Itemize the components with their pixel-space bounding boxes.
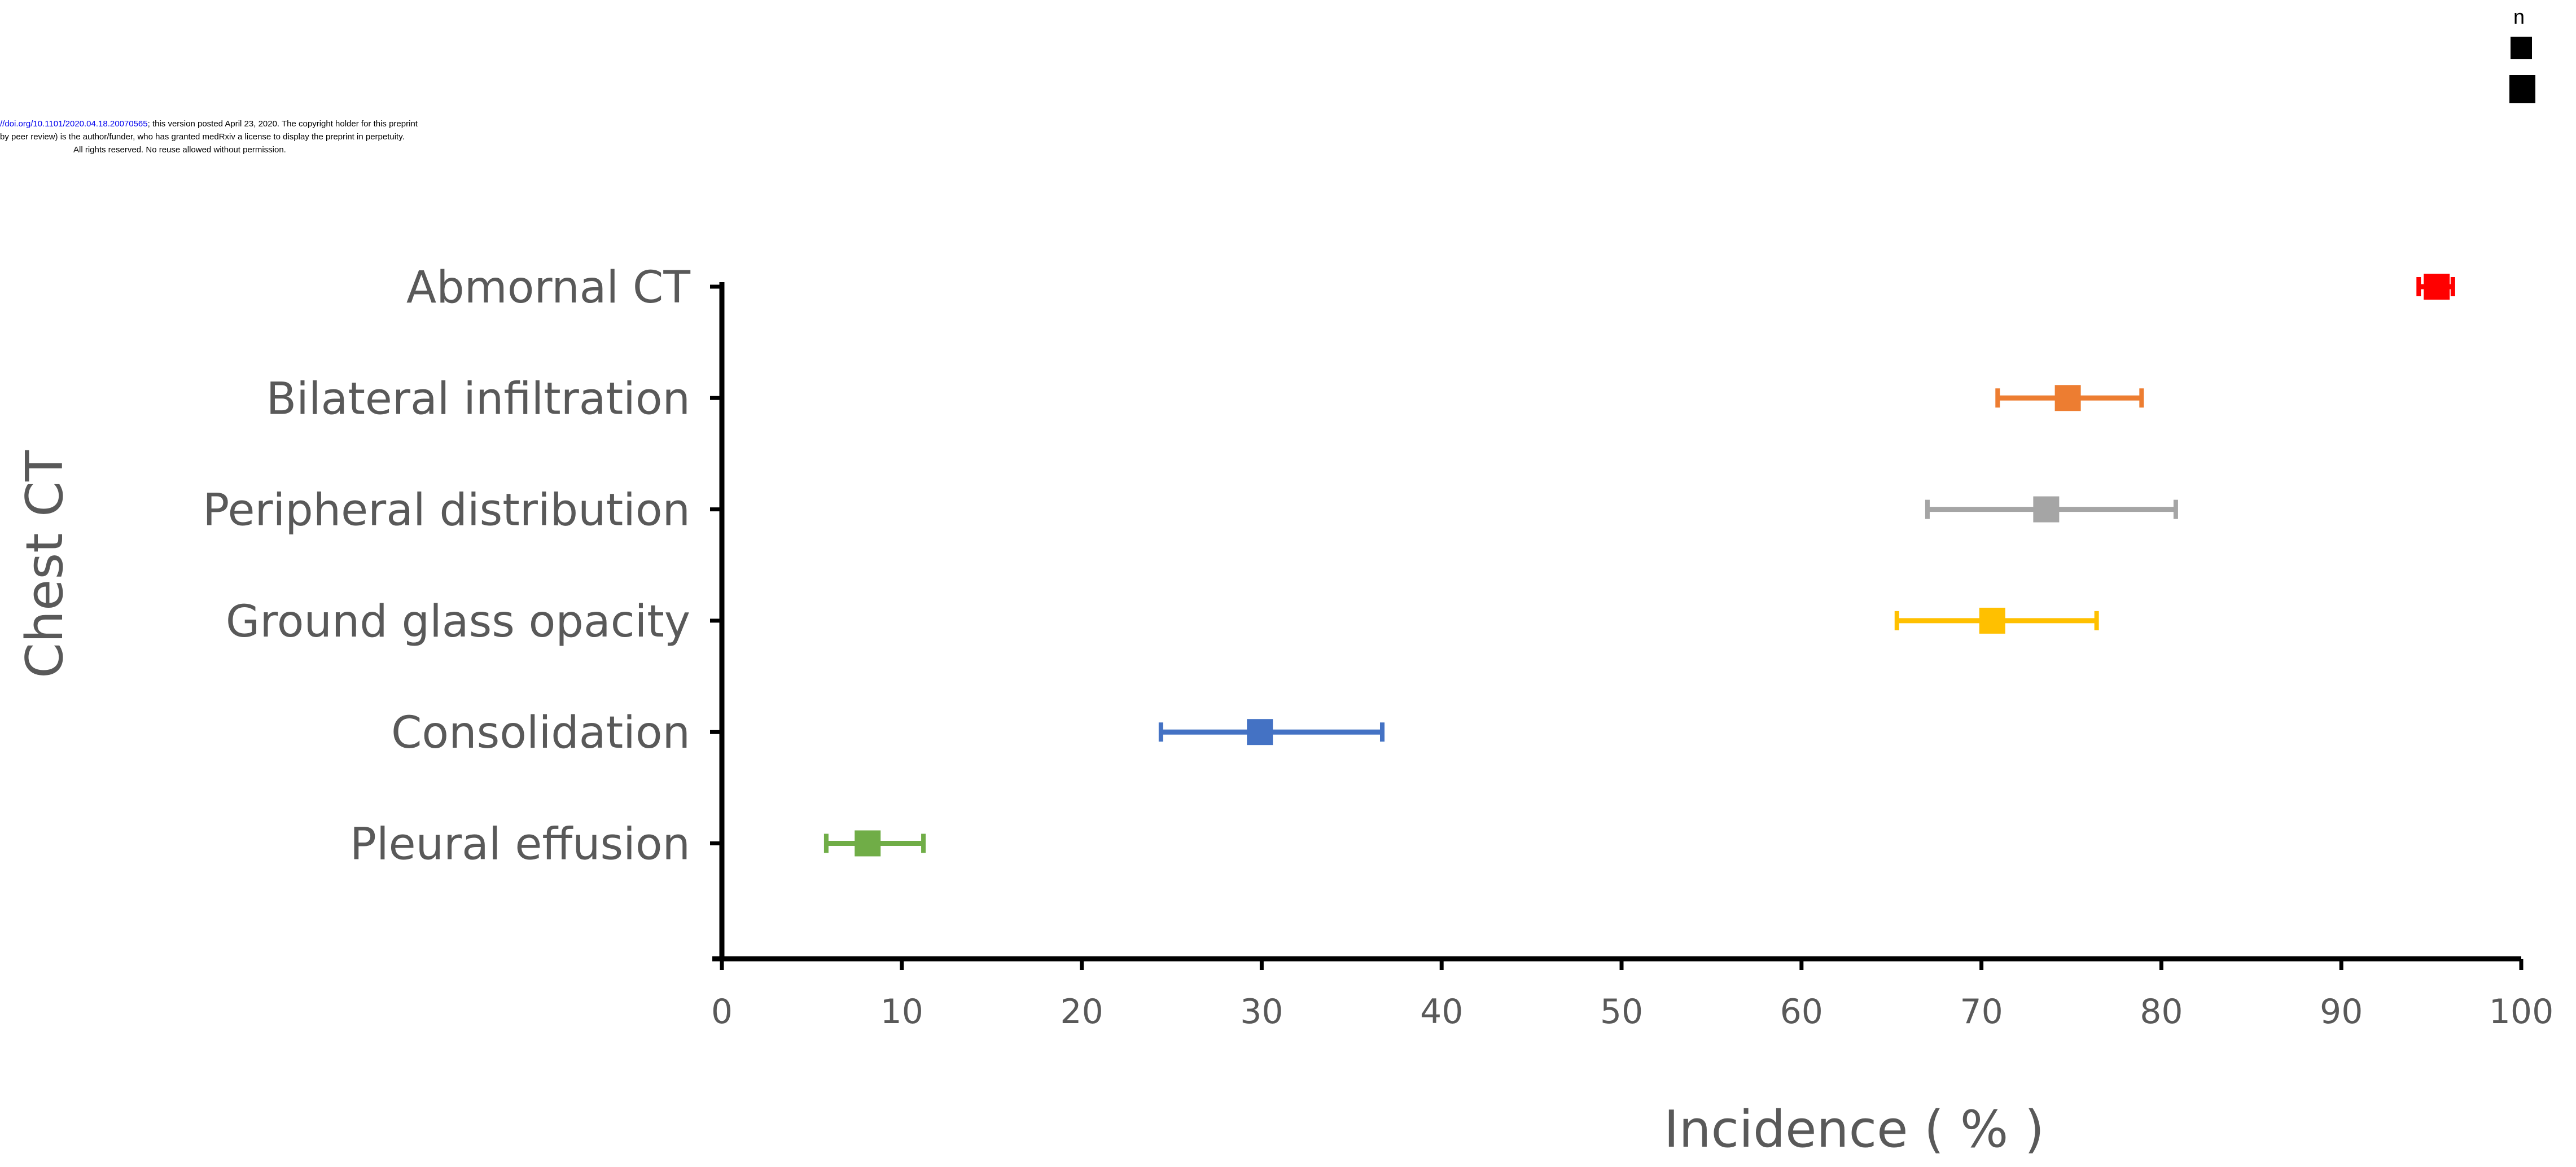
header-line-3: All rights reserved. No reuse allowed wi…: [73, 145, 286, 155]
category-label: Abmornal CT: [406, 262, 690, 313]
corner-legend-fragment: n: [2509, 5, 2535, 103]
plot-area: 0 10 20 30 40 50 60 70 80 90 100 Abmornal CT Bilate…: [15, 262, 2553, 1159]
point-marker: [1247, 719, 1273, 745]
category-label: Peripheral distribution: [203, 485, 690, 536]
x-tick-label: 60: [1780, 992, 1823, 1032]
y-axis-title: Chest CT: [15, 450, 75, 678]
point-marker: [1979, 607, 2005, 634]
error-bar-point: [1995, 385, 2144, 411]
x-ticks: 0 10 20 30 40 50 60 70 80 90 100: [711, 959, 2553, 1032]
doi-link[interactable]: //doi.org/10.1101/2020.04.18.20070565: [0, 119, 148, 129]
x-tick-label: 40: [1420, 992, 1463, 1032]
preprint-header: //doi.org/10.1101/2020.04.18.20070565; t…: [0, 119, 418, 155]
header-line-1-rest: ; this version posted April 23, 2020. Th…: [148, 119, 418, 129]
error-bar-point: [1894, 607, 2099, 634]
point-marker: [2054, 385, 2081, 411]
x-tick-label: 90: [2320, 992, 2363, 1032]
category-label: Ground glass opacity: [226, 596, 690, 647]
x-tick-label: 10: [880, 992, 923, 1032]
error-bar-point: [2416, 274, 2455, 300]
category-label: Bilateral infiltration: [266, 374, 690, 424]
x-tick-label: 50: [1600, 992, 1643, 1032]
data-marks: [823, 274, 2455, 857]
corner-n-label: n: [2513, 5, 2525, 28]
x-tick-label: 20: [1060, 992, 1103, 1032]
category-label: Consolidation: [391, 708, 690, 758]
header-line-1: //doi.org/10.1101/2020.04.18.20070565; t…: [0, 119, 418, 129]
x-axis-title: Incidence ( % ): [1664, 1100, 2044, 1159]
x-tick-label: 100: [2489, 992, 2554, 1032]
error-bar-point: [1158, 719, 1385, 745]
point-marker: [855, 830, 881, 857]
point-marker: [2033, 496, 2060, 523]
corner-marker-small: [2511, 37, 2532, 59]
point-marker: [2424, 274, 2450, 300]
x-tick-label: 30: [1240, 992, 1283, 1032]
x-tick-label: 80: [2140, 992, 2183, 1032]
category-label: Pleural effusion: [350, 819, 690, 870]
x-tick-label: 70: [1960, 992, 2003, 1032]
y-categories: Abmornal CT Bilateral infiltration Periphe…: [203, 262, 722, 870]
error-bar-point: [823, 830, 926, 857]
error-bar-point: [1925, 496, 2178, 523]
x-tick-label: 0: [711, 992, 733, 1032]
header-line-2: by peer review) is the author/funder, wh…: [0, 132, 405, 142]
corner-marker-large: [2509, 75, 2535, 103]
